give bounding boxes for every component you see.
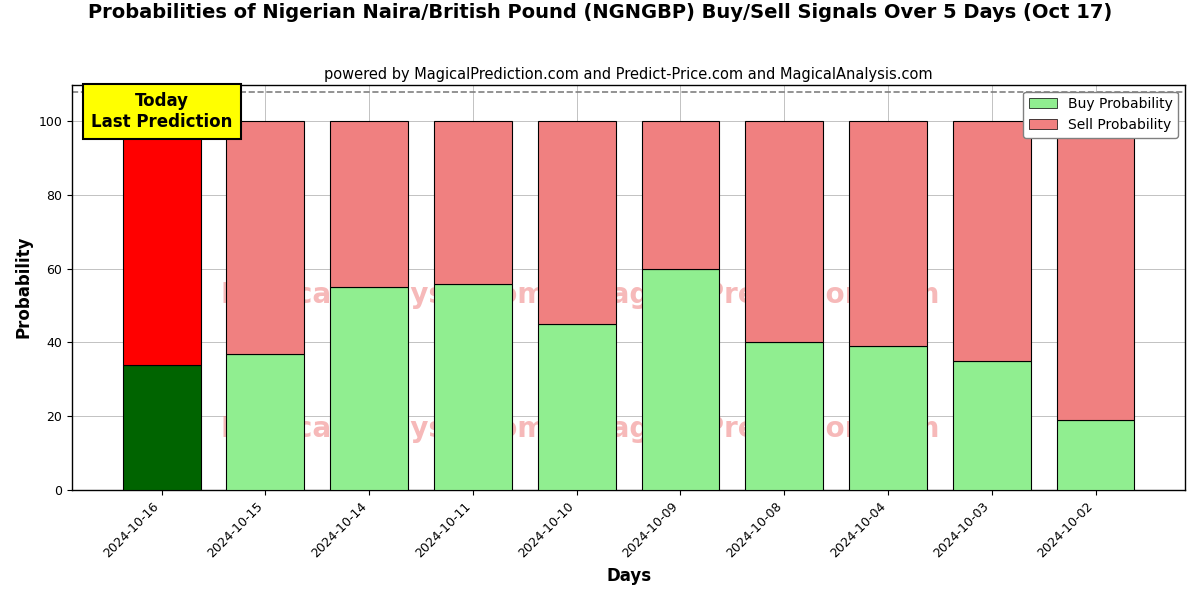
Title: powered by MagicalPrediction.com and Predict-Price.com and MagicalAnalysis.com: powered by MagicalPrediction.com and Pre… [324, 67, 932, 82]
Bar [538, 324, 616, 490]
Text: MagicalAnalysis.com: MagicalAnalysis.com [221, 281, 547, 310]
Bar [227, 121, 305, 353]
X-axis label: Days: Days [606, 567, 652, 585]
Bar [953, 121, 1031, 361]
Text: MagicalAnalysis.com: MagicalAnalysis.com [221, 415, 547, 443]
Bar [642, 121, 719, 269]
Text: MagicalPrediction.com: MagicalPrediction.com [584, 415, 941, 443]
Text: Today
Last Prediction: Today Last Prediction [91, 92, 233, 131]
Bar [1056, 121, 1134, 420]
Bar [642, 269, 719, 490]
Bar [434, 284, 512, 490]
Bar [330, 287, 408, 490]
Bar [434, 121, 512, 284]
Bar [850, 121, 926, 346]
Bar [227, 353, 305, 490]
Text: MagicalPrediction.com: MagicalPrediction.com [584, 281, 941, 310]
Bar [1056, 420, 1134, 490]
Bar [122, 365, 200, 490]
Legend: Buy Probability, Sell Probability: Buy Probability, Sell Probability [1024, 92, 1178, 137]
Bar [538, 121, 616, 324]
Bar [745, 121, 823, 343]
Bar [330, 121, 408, 287]
Y-axis label: Probability: Probability [16, 236, 34, 338]
Bar [953, 361, 1031, 490]
Bar [122, 121, 200, 365]
Bar [745, 343, 823, 490]
Bar [850, 346, 926, 490]
Text: Probabilities of Nigerian Naira/British Pound (NGNGBP) Buy/Sell Signals Over 5 D: Probabilities of Nigerian Naira/British … [88, 3, 1112, 22]
